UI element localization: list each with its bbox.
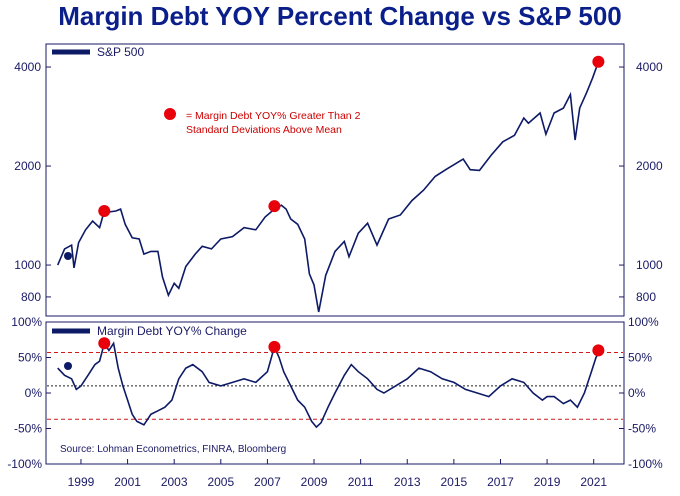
x-tick-label-11: 2021 <box>580 475 607 489</box>
note-marker <box>164 108 176 120</box>
x-tick-label-6: 2011 <box>348 475 374 489</box>
x-tick-label-7: 2013 <box>394 475 421 489</box>
reference-lines <box>47 352 623 420</box>
top-left-tick-label-1: 1000 <box>14 258 41 272</box>
markers-group <box>98 55 605 357</box>
top-left-tick-label-2: 2000 <box>14 159 41 173</box>
bottom-right-tick-label-4: 100% <box>628 315 659 329</box>
sp500-marker-1 <box>268 200 281 213</box>
note-line-1: = Margin Debt YOY% Greater Than 2 <box>186 110 361 122</box>
top-left-tick-label-0: 800 <box>21 290 41 304</box>
bottom-left-tick-label-0: -100% <box>7 457 42 471</box>
note-line-2: Standard Deviations Above Mean <box>186 124 342 136</box>
top-right-tick-label-0: 800 <box>636 290 656 304</box>
source-text: Source: Lohman Econometrics, FINRA, Bloo… <box>60 444 286 455</box>
bottom-left-tick-label-4: 100% <box>11 315 42 329</box>
margin-marker-2 <box>592 344 605 357</box>
margin-marker-1 <box>268 340 281 353</box>
bottom-left-tick-label-3: 50% <box>18 351 42 365</box>
bottom-right-tick-label-0: -100% <box>628 457 663 471</box>
legend-label-sp500: S&P 500 <box>97 45 144 59</box>
legend-label-margin: Margin Debt YOY% Change <box>97 324 247 338</box>
x-tick-label-9: 2017 <box>487 475 514 489</box>
x-tick-label-1: 2001 <box>114 475 141 489</box>
bottom-left-tick-label-1: -50% <box>14 422 42 436</box>
x-tick-label-5: 2009 <box>301 475 328 489</box>
sp500-marker-0 <box>98 204 111 217</box>
top-left-tick-label-3: 4000 <box>14 60 41 74</box>
margin-start-dot <box>64 362 72 370</box>
chart-title: Margin Debt YOY Percent Change vs S&P 50… <box>58 1 622 31</box>
bottom-right-tick-label-3: 50% <box>628 351 652 365</box>
top-right-tick-label-1: 1000 <box>636 258 663 272</box>
sp500-marker-2 <box>592 55 605 68</box>
margin-debt-line <box>57 341 602 429</box>
x-tick-label-2: 2003 <box>161 475 188 489</box>
top-panel-frame <box>45 43 625 317</box>
axis-ticks: 800 800 1000 1000 2000 2000 4000 4000 -100% -100%… <box>7 60 663 489</box>
bottom-left-tick-label-2: 0% <box>25 386 43 400</box>
x-tick-label-0: 1999 <box>68 475 95 489</box>
top-right-tick-label-2: 2000 <box>636 159 663 173</box>
x-tick-label-4: 2007 <box>254 475 281 489</box>
sp500-line <box>56 61 600 313</box>
top-right-tick-label-3: 4000 <box>636 60 663 74</box>
bottom-right-tick-label-2: 0% <box>628 386 646 400</box>
x-tick-label-10: 2019 <box>534 475 561 489</box>
sp500-start-dot <box>64 252 72 260</box>
x-tick-label-8: 2015 <box>441 475 468 489</box>
bottom-right-tick-label-1: -50% <box>628 422 656 436</box>
x-tick-label-3: 2005 <box>207 475 234 489</box>
margin-marker-0 <box>98 337 111 350</box>
